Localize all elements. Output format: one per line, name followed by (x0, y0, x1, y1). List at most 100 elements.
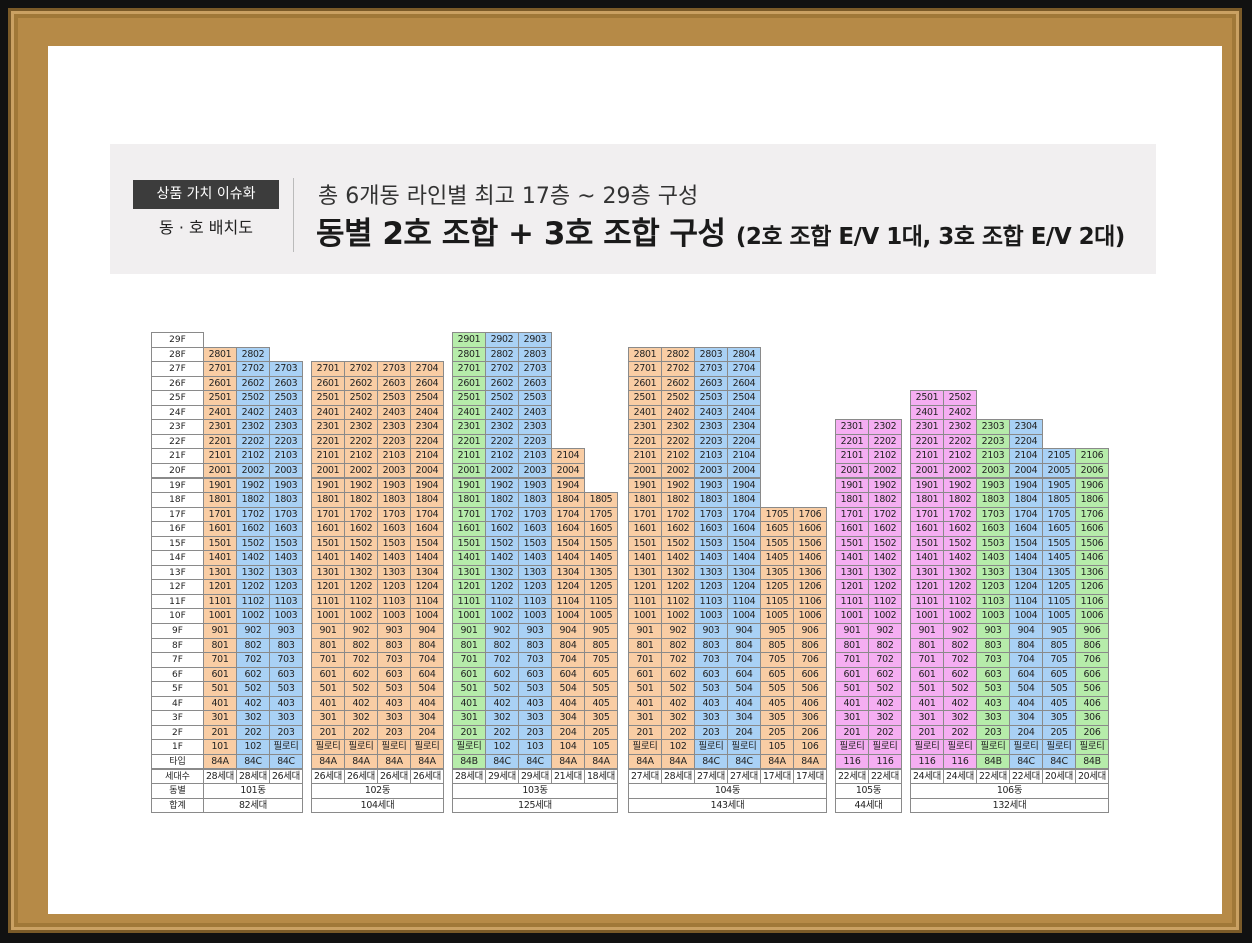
unit-cell: 2703 (518, 361, 552, 377)
unit-cell: 1805 (584, 492, 618, 508)
unit-cell: 1604 (1009, 521, 1043, 537)
unit-cell: 2201 (203, 433, 237, 450)
unit-cell: 2103 (518, 448, 552, 464)
unit-cell: 1402 (344, 550, 378, 566)
unit-cell: 1605 (584, 521, 618, 537)
unit-cell: 2504 (727, 390, 761, 406)
unit-cell: 301 (835, 710, 869, 726)
unit-cell: 1601 (835, 521, 869, 537)
unit-cell: 703 (269, 652, 303, 668)
unit-cell: 1802 (344, 492, 378, 508)
unit-cell: 904 (727, 623, 761, 639)
unit-cell: 804 (1009, 637, 1043, 654)
unit-cell: 2104 (410, 448, 444, 464)
unit-cell: 1302 (868, 564, 902, 581)
unit-cell: 1901 (628, 477, 662, 494)
unit-cell: 1504 (410, 535, 444, 552)
unit-cell: 201 (311, 724, 345, 741)
unit-cell: 1606 (793, 521, 827, 537)
unit-cell: 1606 (1075, 521, 1109, 537)
unit-cell: 601 (452, 666, 486, 683)
unit-cell: 802 (868, 637, 902, 654)
unit-cell: 2004 (410, 462, 444, 479)
unit-cell: 804 (410, 637, 444, 654)
unit-cell: 2303 (694, 419, 728, 435)
unit-cell: 2201 (835, 433, 869, 450)
unit-cell: 501 (203, 681, 237, 697)
unit-cell: 1304 (1009, 564, 1043, 581)
unit-cell: 1405 (1042, 550, 1076, 566)
unit-cell: 1903 (377, 477, 411, 494)
unit-cell: 206 (793, 724, 827, 741)
unit-cell: 203 (518, 724, 552, 741)
unit-cell: 2404 (727, 404, 761, 421)
unit-count-cell: 20세대 (1075, 768, 1109, 785)
unit-cell: 402 (661, 695, 695, 712)
unit-cell: 2503 (269, 390, 303, 406)
unit-cell: 2501 (452, 390, 486, 406)
unit-cell: 1706 (1075, 506, 1109, 523)
unit-cell: 604 (1009, 666, 1043, 683)
unit-cell: 1501 (835, 535, 869, 552)
unit-cell: 1002 (868, 608, 902, 624)
unit-cell: 1501 (910, 535, 944, 552)
unit-cell: 604 (727, 666, 761, 683)
unit-cell: 1202 (661, 579, 695, 595)
unit-cell: 2302 (868, 419, 902, 435)
unit-cell: 1703 (518, 506, 552, 523)
unit-cell: 501 (452, 681, 486, 697)
unit-cell: 903 (377, 623, 411, 639)
floor-label: 21F (151, 448, 204, 464)
unit-cell: 2001 (628, 462, 662, 479)
unit-cell: 1002 (661, 608, 695, 624)
unit-cell: 필로티 (452, 739, 486, 755)
floor-label: 7F (151, 652, 204, 668)
unit-cell: 1604 (727, 521, 761, 537)
unit-cell: 2601 (311, 375, 345, 392)
unit-cell: 1603 (518, 521, 552, 537)
unit-cell: 803 (694, 637, 728, 654)
unit-cell: 502 (236, 681, 270, 697)
unit-cell: 305 (584, 710, 618, 726)
unit-cell: 2802 (485, 346, 519, 363)
unit-cell: 1904 (1009, 477, 1043, 494)
unit-cell: 1603 (694, 521, 728, 537)
unit-cell: 1602 (868, 521, 902, 537)
unit-cell: 205 (760, 724, 794, 741)
unit-cell: 2204 (410, 433, 444, 450)
unit-cell: 105 (760, 739, 794, 755)
unit-cell: 2402 (661, 404, 695, 421)
unit-cell: 1901 (835, 477, 869, 494)
unit-cell: 601 (203, 666, 237, 683)
unit-cell: 1101 (452, 593, 486, 610)
unit-type-cell: 84A (628, 753, 662, 770)
unit-cell: 1203 (377, 579, 411, 595)
unit-type-cell: 84A (793, 753, 827, 770)
unit-cell: 2303 (976, 419, 1010, 435)
unit-cell: 2003 (269, 462, 303, 479)
unit-cell: 2105 (1042, 448, 1076, 464)
unit-cell: 2901 (452, 332, 486, 348)
unit-cell: 803 (518, 637, 552, 654)
unit-cell: 702 (868, 652, 902, 668)
unit-cell: 2103 (377, 448, 411, 464)
unit-cell: 2701 (203, 361, 237, 377)
unit-cell: 1601 (628, 521, 662, 537)
unit-cell: 2604 (410, 375, 444, 392)
unit-cell: 101 (203, 739, 237, 755)
unit-count-cell: 29세대 (518, 768, 552, 785)
unit-cell: 2402 (236, 404, 270, 421)
unit-type-cell: 84C (727, 753, 761, 770)
category-tag: 상품 가치 이슈화 (133, 180, 279, 209)
unit-cell: 1103 (694, 593, 728, 610)
unit-cell: 603 (976, 666, 1010, 683)
floor-label: 4F (151, 695, 204, 712)
unit-cell: 1004 (410, 608, 444, 624)
unit-cell: 304 (727, 710, 761, 726)
unit-cell: 2401 (910, 404, 944, 421)
unit-cell: 902 (868, 623, 902, 639)
floor-label: 18F (151, 492, 204, 508)
unit-cell: 2201 (311, 433, 345, 450)
unit-cell: 1403 (377, 550, 411, 566)
unit-cell: 1001 (203, 608, 237, 624)
